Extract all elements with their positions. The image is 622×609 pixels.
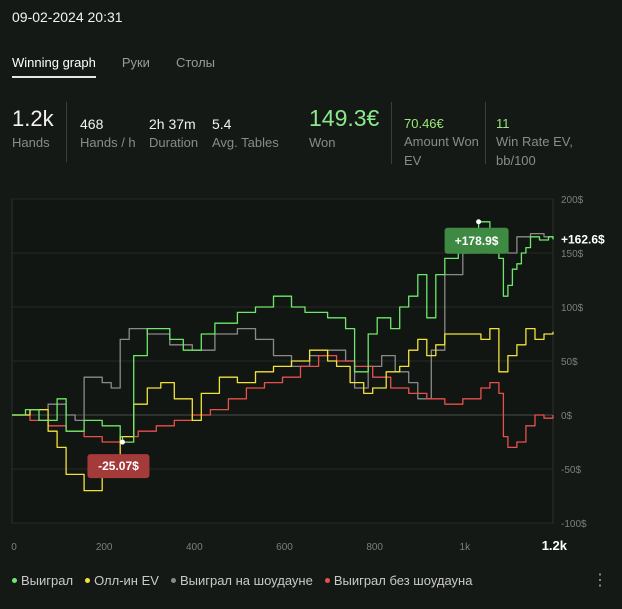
tab-hands[interactable]: Руки [121,55,150,70]
session-datetime: 09-02-2024 20:31 [12,9,123,25]
stats-divider [485,102,486,164]
stat-amount-won-ev-label-2: EV [404,153,422,168]
stat-duration: 2h 37m Duration [149,116,198,152]
x-tick-label: 1k [460,542,472,553]
legend-label-allin-ev: Олл-ин EV [94,573,159,588]
series-line [12,327,554,492]
stat-hands-value: 1.2k [12,106,54,131]
stat-win-rate-ev: 11 Win Rate EV, bb/100 [496,116,573,170]
stats-divider [391,102,392,164]
legend-item-allin-ev[interactable]: Олл-ин EV [85,573,159,588]
winning-graph-svg[interactable]: 200$ 150$ 100$ 50$ 0$ -50$ -100$ 0 200 400 600 800 1… [0,195,622,560]
chart-legend: Выиграл Олл-ин EV Выиграл на шоудауне Вы… [12,573,472,588]
legend-label-showdown: Выиграл на шоудауне [179,573,313,588]
stat-hands-label: Hands [12,135,50,150]
stat-avg-tables-value: 5.4 [212,116,232,132]
stats-divider [66,102,67,162]
legend-dot-showdown [170,578,176,583]
stat-amount-won-ev: 70.46€ Amount Won EV [404,116,479,170]
tab-tables[interactable]: Столы [175,55,216,70]
stat-hands: 1.2k Hands [12,106,54,152]
stat-hands-per-hour-value: 468 [80,116,104,132]
legend-dot-won [12,578,17,583]
stat-avg-tables: 5.4 Avg. Tables [212,116,279,152]
series-line [12,221,554,443]
stat-duration-label: Duration [149,135,199,150]
stat-avg-tables-label: Avg. Tables [212,135,279,150]
stat-won: 149.3€ Won [309,105,379,152]
x-tick-label: 200 [96,542,113,553]
max-badge-label: +178.9$ [455,234,499,248]
stat-hands-per-hour-label: Hands / h [80,135,136,150]
stat-win-rate-ev-label-1: Win Rate EV, [496,134,573,149]
legend-dot-allin-ev [85,578,91,583]
tab-bar: Winning graph Руки Столы [12,55,215,78]
more-options-icon[interactable]: ⋮ [592,572,608,589]
x-tick-label: 800 [366,542,383,553]
legend-item-no-showdown[interactable]: Выиграл без шоудауна [324,573,473,588]
stat-duration-value: 2h 37m [149,116,196,132]
stat-won-label: Won [309,135,336,150]
max-point-marker [476,219,482,225]
legend-label-won: Выиграл [21,573,74,588]
y-tick-label: 0$ [561,411,573,422]
stat-amount-won-ev-label-1: Amount Won [404,134,479,149]
tab-winning-graph[interactable]: Winning graph [12,55,96,78]
y-tick-label: 50$ [561,357,578,368]
min-badge-label: -25.07$ [98,459,139,473]
end-value-label: +162.6$ [561,232,605,246]
winning-graph-chart[interactable]: 200$ 150$ 100$ 50$ 0$ -50$ -100$ 0 200 400 600 800 1… [0,195,622,560]
stat-amount-won-ev-value: 70.46€ [404,116,444,131]
legend-item-showdown[interactable]: Выиграл на шоудауне [170,573,313,588]
y-tick-label: -100$ [561,519,587,530]
stat-hands-per-hour: 468 Hands / h [80,116,136,152]
legend-item-won[interactable]: Выиграл [12,573,73,588]
min-badge [87,454,150,479]
y-tick-label: -50$ [561,465,581,476]
min-point-marker [119,439,125,445]
x-tick-label: 600 [276,542,293,553]
stat-won-value: 149.3€ [309,105,380,131]
x-tick-label: 1.2k [542,538,568,553]
y-tick-label: 200$ [561,195,584,206]
stat-win-rate-ev-value: 11 [496,116,510,131]
x-tick-label: 400 [186,542,203,553]
stat-win-rate-ev-label-2: bb/100 [496,153,536,168]
y-tick-label: 150$ [561,249,584,260]
legend-dot-no-showdown [324,578,330,583]
y-tick-label: 100$ [561,303,584,314]
x-tick-label: 0 [11,542,17,553]
legend-label-no-showdown: Выиграл без шоудауна [333,573,473,588]
max-badge [444,227,509,254]
